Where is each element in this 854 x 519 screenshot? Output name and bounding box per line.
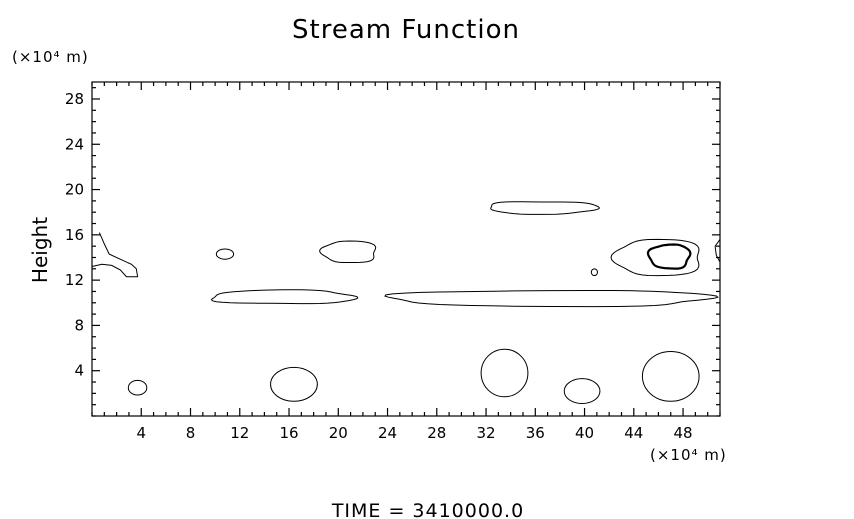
chart-title: Stream Function bbox=[292, 15, 520, 45]
y-tick-label: 24 bbox=[65, 135, 84, 153]
x-tick-label: 32 bbox=[476, 424, 495, 442]
contour-line bbox=[319, 240, 377, 263]
contour-lines bbox=[91, 201, 721, 405]
x-tick-label: 28 bbox=[427, 424, 446, 442]
contour-line bbox=[641, 350, 700, 402]
time-label: TIME = 3410000.0 bbox=[331, 500, 524, 519]
y-tick-label: 4 bbox=[74, 362, 84, 380]
x-tick-label: 44 bbox=[624, 424, 643, 442]
x-tick-label: 8 bbox=[186, 424, 196, 442]
contour-line bbox=[270, 366, 318, 402]
plot-frame bbox=[91, 81, 721, 417]
x-tick-label: 24 bbox=[378, 424, 397, 442]
contour-line bbox=[91, 232, 139, 278]
axis-ticks bbox=[91, 82, 721, 417]
x-tick-label: 16 bbox=[279, 424, 298, 442]
contour-line bbox=[210, 289, 359, 305]
contour-line bbox=[646, 243, 692, 270]
contour-line bbox=[490, 201, 600, 215]
contour-line bbox=[714, 239, 721, 263]
x-axis-unit-label: (×10⁴ m) bbox=[650, 446, 727, 464]
y-axis-label: Height bbox=[28, 217, 52, 283]
x-tick-label: 4 bbox=[136, 424, 146, 442]
contour-line bbox=[563, 378, 601, 405]
x-tick-label: 12 bbox=[230, 424, 249, 442]
contour-line bbox=[590, 268, 598, 277]
contour-line bbox=[127, 379, 148, 396]
y-tick-label: 28 bbox=[65, 90, 84, 108]
y-tick-label: 20 bbox=[65, 181, 84, 199]
contour-line bbox=[480, 348, 529, 398]
x-tick-label: 40 bbox=[575, 424, 594, 442]
x-tick-label: 48 bbox=[674, 424, 693, 442]
y-tick-label: 16 bbox=[65, 226, 84, 244]
contour-line bbox=[215, 248, 235, 260]
y-tick-label: 8 bbox=[74, 316, 84, 334]
x-tick-label: 36 bbox=[526, 424, 545, 442]
contour-line bbox=[384, 290, 719, 308]
y-axis-unit-label: (×10⁴ m) bbox=[12, 48, 89, 66]
x-tick-label: 20 bbox=[329, 424, 348, 442]
y-tick-label: 12 bbox=[65, 271, 84, 289]
contour-line bbox=[610, 238, 700, 277]
